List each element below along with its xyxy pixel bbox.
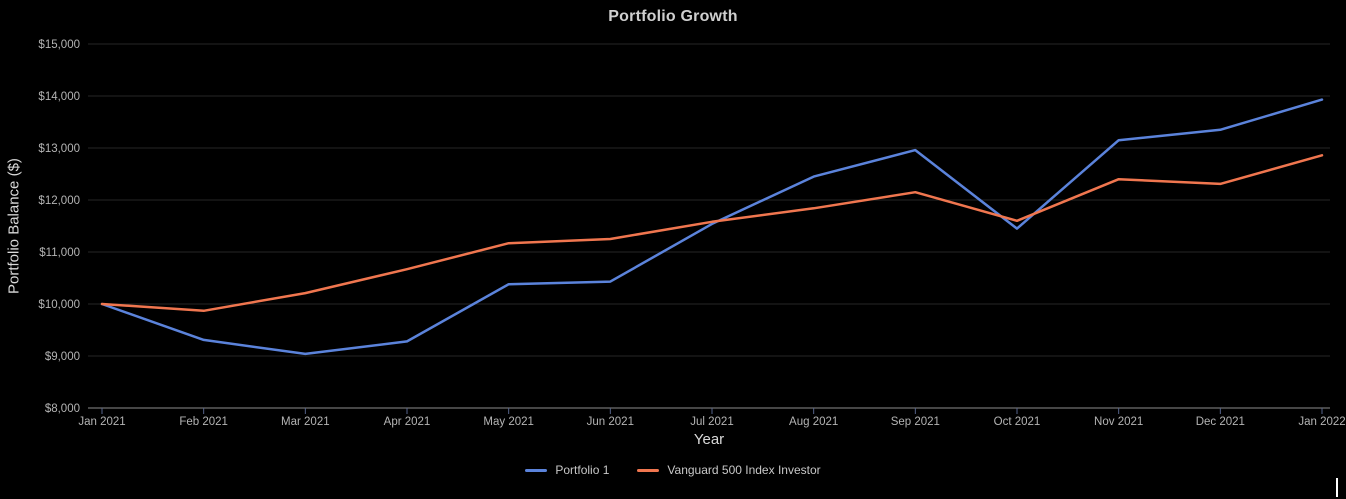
x-tick-label: Feb 2021 <box>179 416 228 428</box>
y-tick-label: $9,000 <box>45 351 80 363</box>
chart-title: Portfolio Growth <box>608 8 738 25</box>
legend-label: Portfolio 1 <box>555 463 610 477</box>
x-tick-label: Sep 2021 <box>891 416 940 428</box>
x-tick-label: Dec 2021 <box>1196 416 1245 428</box>
y-tick-label: $11,000 <box>39 247 80 259</box>
x-tick-label: Nov 2021 <box>1094 416 1143 428</box>
plot-area[interactable]: $8,000 $9,000 $10,000 $11,000 $12,000 $13,000… <box>0 0 1346 460</box>
x-axis-label: Year <box>693 431 725 448</box>
x-tick-label: Oct 2021 <box>994 416 1041 428</box>
x-tick-label: Mar 2021 <box>281 416 330 428</box>
legend-label: Vanguard 500 Index Investor <box>667 463 821 477</box>
x-tick-label: Jun 2021 <box>587 416 634 428</box>
legend-item-1[interactable]: Vanguard 500 Index Investor <box>637 463 821 477</box>
y-tick-label: $13,000 <box>38 143 80 155</box>
x-tick-label: Jan 2022 <box>1298 416 1345 428</box>
legend-swatch-icon <box>525 468 548 472</box>
x-tick-label: Apr 2021 <box>384 416 431 428</box>
y-tick-label: $12,000 <box>38 195 80 207</box>
y-tick-label: $14,000 <box>38 91 80 103</box>
x-tick-label: Jul 2021 <box>690 416 733 428</box>
x-tick-label: Aug 2021 <box>789 416 838 428</box>
series-line-1[interactable] <box>100 154 1324 313</box>
legend-swatch-icon <box>637 468 660 472</box>
y-tick-label: $15,000 <box>38 39 80 51</box>
y-tick-label: $10,000 <box>38 299 80 311</box>
x-tick-label: May 2021 <box>483 416 534 428</box>
series-line-0[interactable] <box>100 98 1324 356</box>
y-tick-label: $8,000 <box>45 403 80 415</box>
x-tick-label: Jan 2021 <box>78 416 125 428</box>
text-cursor <box>1336 478 1338 497</box>
legend-item-0[interactable]: Portfolio 1 <box>525 463 609 477</box>
legend: Portfolio 1 Vanguard 500 Index Investor <box>0 463 1346 477</box>
